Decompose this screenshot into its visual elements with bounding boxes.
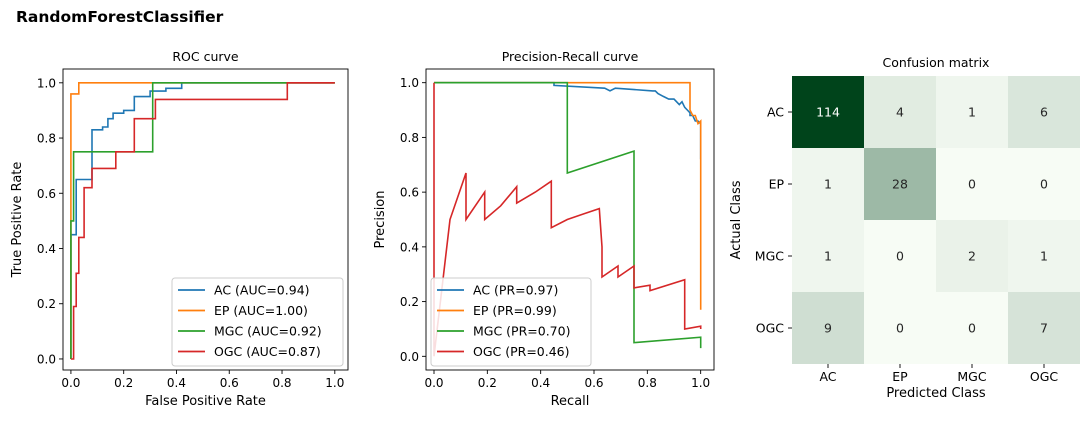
- x-tick-label-1: 0.2: [478, 376, 497, 390]
- heatmap-cell-3-3: [1008, 292, 1080, 364]
- x-tick-label-0: 0.0: [424, 376, 443, 390]
- x-tick-label-0: AC: [819, 369, 836, 384]
- x-tick-label-4: 0.8: [638, 376, 657, 390]
- cell-value-1-0: 1: [824, 177, 832, 192]
- x-axis-label: Predicted Class: [886, 386, 986, 401]
- legend-box: [430, 277, 592, 367]
- chart-title: ROC curve: [172, 49, 239, 64]
- plot-frame: [62, 68, 349, 371]
- y-tick-label-3: 0.6: [37, 187, 56, 201]
- cell-value-1-3: 0: [1040, 177, 1048, 192]
- series-line-3: [433, 82, 702, 357]
- x-tick-label-5: 1.0: [325, 376, 344, 390]
- y-tick-label-1: 0.2: [37, 297, 56, 311]
- x-tick-label-3: 0.6: [220, 376, 239, 390]
- cell-value-1-1: 28: [892, 177, 908, 192]
- series-line-2: [70, 82, 335, 359]
- precision-recall-chart: 0.0 0.2 0.4 0.6 0.8 1.0 0.0 0.2 0.4 0.6 0.8 1.0 Prec…: [373, 49, 715, 409]
- cell-value-1-2: 0: [968, 177, 976, 192]
- legend-label-2: MGC (PR=0.70): [473, 324, 570, 339]
- series-line-0: [70, 82, 335, 359]
- x-tick-label-1: 0.2: [114, 376, 133, 390]
- heatmap-cell-3-0: [792, 292, 864, 364]
- legend-label-3: OGC (AUC=0.87): [214, 344, 321, 359]
- y-tick-label-1: EP: [769, 177, 785, 192]
- series-line-1: [434, 81, 702, 310]
- heatmap-cell-1-3: [1008, 148, 1080, 220]
- heatmap-cell-2-2: [936, 220, 1008, 292]
- heatmap-cell-3-1: [864, 292, 936, 364]
- legend-label-1: EP (AUC=1.00): [214, 303, 308, 318]
- cell-value-3-0: 9: [824, 321, 832, 336]
- y-tick-label-2: MGC: [755, 249, 784, 264]
- y-tick-label-3: 0.6: [400, 186, 419, 200]
- cell-value-3-1: 0: [896, 321, 904, 336]
- legend-box: [171, 277, 344, 367]
- legend: AC (AUC=0.94) EP (AUC=1.00) MGC (AUC=0.92)…: [171, 277, 344, 367]
- chart-title: Confusion matrix: [883, 55, 990, 70]
- legend-label-1: EP (PR=0.99): [473, 303, 557, 318]
- legend-label-2: MGC (AUC=0.92): [214, 324, 322, 339]
- y-tick-label-0: AC: [767, 105, 784, 120]
- heatmap-cell-0-1: [864, 76, 936, 148]
- heatmap-cell-0-3: [1008, 76, 1080, 148]
- x-tick-label-4: 0.8: [272, 376, 291, 390]
- y-tick-label-5: 1.0: [37, 76, 56, 90]
- legend-label-0: AC (PR=0.97): [473, 283, 558, 298]
- x-tick-label-3: OGC: [1030, 369, 1059, 384]
- heatmap-cell-2-1: [864, 220, 936, 292]
- cell-value-3-2: 0: [968, 321, 976, 336]
- cell-value-2-0: 1: [824, 249, 832, 264]
- x-tick-label-2: MGC: [957, 369, 986, 384]
- heatmap-cell-0-2: [936, 76, 1008, 148]
- y-tick-label-3: OGC: [756, 321, 785, 336]
- cell-value-2-1: 0: [896, 249, 904, 264]
- y-tick-label-5: 1.0: [400, 76, 419, 90]
- x-tick-label-1: EP: [892, 369, 908, 384]
- heatmap-cell-1-2: [936, 148, 1008, 220]
- heatmap-cell-0-0: [792, 76, 864, 148]
- confusion-matrix-chart: 114 4 1 6 1 28 0 0 1 0 2 1 9 0 0 7 AC EP MGC OGC AC EP MGC OGC C…: [729, 55, 1080, 401]
- x-tick-label-0: 0.0: [61, 376, 80, 390]
- y-tick-label-4: 0.8: [37, 132, 56, 146]
- series-line-0: [434, 81, 702, 160]
- y-tick-label-0: 0.0: [400, 350, 419, 364]
- y-tick-label-1: 0.2: [400, 295, 419, 309]
- legend-label-0: AC (AUC=0.94): [214, 283, 310, 298]
- cell-value-0-1: 4: [896, 105, 904, 120]
- x-tick-label-2: 0.4: [167, 376, 186, 390]
- figure-title: RandomForestClassifier: [16, 8, 224, 26]
- chart-title: Precision-Recall curve: [502, 49, 639, 64]
- cell-value-0-3: 6: [1040, 105, 1048, 120]
- y-tick-label-2: 0.4: [400, 240, 419, 254]
- heatmap-cell-1-0: [792, 148, 864, 220]
- x-axis-label: False Positive Rate: [145, 394, 266, 409]
- y-axis-label: True Positive Rate: [10, 162, 25, 279]
- x-tick-label-3: 0.6: [584, 376, 603, 390]
- y-axis-label: Precision: [373, 190, 388, 248]
- cell-value-0-0: 114: [816, 105, 840, 120]
- y-tick-label-0: 0.0: [37, 352, 56, 366]
- cell-value-0-2: 1: [968, 105, 976, 120]
- roc-chart: 0.0 0.2 0.4 0.6 0.8 1.0 0.0 0.2 0.4 0.6 0.8 1.0 ROC …: [10, 49, 349, 409]
- y-axis-label: Actual Class: [729, 180, 744, 259]
- x-axis-label: Recall: [551, 394, 590, 409]
- heatmap-cell-3-2: [936, 292, 1008, 364]
- cell-value-2-2: 2: [968, 249, 976, 264]
- plot-frame: [425, 68, 715, 371]
- cell-value-2-3: 1: [1040, 249, 1048, 264]
- legend-label-3: OGC (PR=0.46): [473, 344, 570, 359]
- x-tick-label-5: 1.0: [691, 376, 710, 390]
- series-line-2: [434, 81, 702, 349]
- y-tick-label-4: 0.8: [400, 131, 419, 145]
- cell-value-3-3: 7: [1040, 321, 1048, 336]
- heatmap-cell-2-3: [1008, 220, 1080, 292]
- y-tick-label-2: 0.4: [37, 242, 56, 256]
- x-tick-label-2: 0.4: [531, 376, 550, 390]
- legend: AC (PR=0.97) EP (PR=0.99) MGC (PR=0.70) OGC…: [430, 277, 592, 367]
- heatmap-cell-2-0: [792, 220, 864, 292]
- series-line-3: [70, 82, 335, 360]
- heatmap-cell-1-1: [864, 148, 936, 220]
